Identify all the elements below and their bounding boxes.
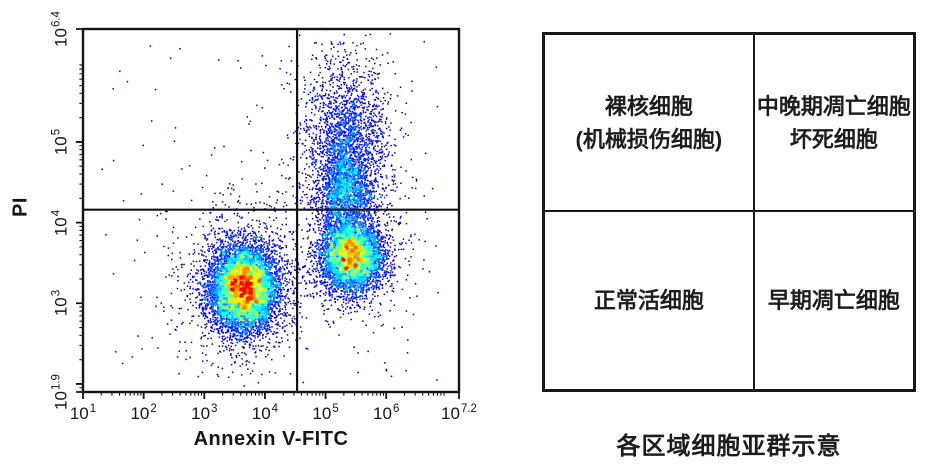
y-tick-label: 101.9: [50, 374, 71, 410]
x-tick-label: 105: [312, 403, 339, 423]
y-tick-label: 103: [50, 290, 71, 317]
x-tick-label: 106: [373, 403, 400, 423]
quadrant-label-line: 正常活细胞: [593, 288, 704, 313]
quadrant-label-lower-right: 早期凋亡细胞: [755, 212, 913, 389]
y-tick-label: 104: [50, 209, 71, 236]
x-tick-label: 103: [191, 403, 218, 423]
quadrant-label-line: (机械损伤细胞): [575, 126, 723, 152]
quadrant-label-line: 坏死细胞: [789, 126, 878, 152]
quadrant-legend-panel: 裸核细胞 (机械损伤细胞) 中晚期凋亡细胞 坏死细胞 正常活细胞 早期凋亡细胞 …: [520, 0, 929, 472]
quadrant-label-line: 早期凋亡细胞: [767, 288, 900, 313]
y-axis-title: PI: [9, 197, 32, 217]
flow-plot-panel: PI Annexin V-FITC 101 102 103 104 105 106 107.…: [0, 0, 520, 472]
legend-caption: 各区域细胞亚群示意: [616, 433, 842, 460]
x-tick-label: 102: [130, 403, 157, 423]
x-tick-label: 101: [69, 403, 97, 423]
y-tick-label: 106.4: [50, 11, 71, 47]
quadrant-table: 裸核细胞 (机械损伤细胞) 中晚期凋亡细胞 坏死细胞 正常活细胞 早期凋亡细胞: [542, 32, 916, 392]
y-tick-label: 105: [50, 128, 71, 156]
flow-scatter-canvas: [0, 0, 520, 472]
quadrant-label-upper-left: 裸核细胞 (机械损伤细胞): [545, 35, 755, 212]
quadrant-label-lower-left: 正常活细胞: [545, 212, 755, 389]
x-tick-label: 104: [251, 403, 279, 423]
quadrant-label-line: 中晚期凋亡细胞: [756, 93, 911, 119]
quadrant-label-line: 裸核细胞: [604, 93, 693, 119]
quadrant-label-upper-right: 中晚期凋亡细胞 坏死细胞: [754, 35, 913, 212]
x-axis-title: Annexin V-FITC: [193, 428, 349, 450]
x-tick-label: 107.2: [441, 403, 477, 423]
